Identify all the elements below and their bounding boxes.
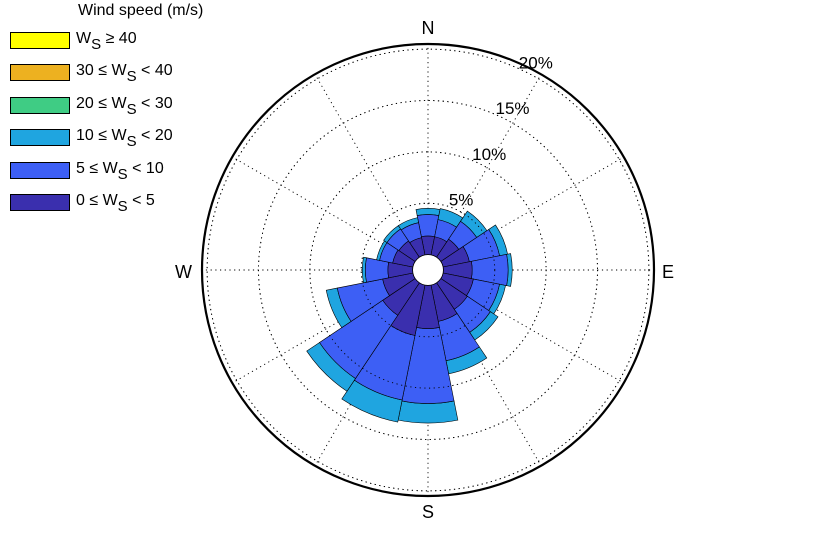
- legend-label: 5 ≤ WS < 10: [76, 159, 164, 183]
- legend-entry: 5 ≤ WS < 10: [10, 154, 173, 187]
- legend-entry: 30 ≤ WS < 40: [10, 57, 173, 90]
- direction-label-w: W: [175, 262, 192, 282]
- legend-swatch: [10, 194, 70, 212]
- legend-entry: 10 ≤ WS < 20: [10, 122, 173, 155]
- radial-tick-label: 10%: [472, 145, 506, 164]
- legend-swatch: [10, 64, 70, 82]
- outer-ring: [200, 42, 656, 498]
- direction-label-e: E: [662, 262, 674, 282]
- legend: Wind speed (m/s) WS ≥ 40 30 ≤ WS < 40 20 ≤…: [10, 2, 203, 220]
- legend-swatch: [10, 96, 70, 114]
- direction-label-n: N: [422, 18, 435, 38]
- ring-overlay: [206, 48, 650, 492]
- axis-labels: N E S W: [175, 18, 674, 522]
- ring-overlay: [360, 202, 496, 338]
- legend-title: Wind speed (m/s): [78, 2, 204, 19]
- legend-entry: 0 ≤ WS < 5: [10, 187, 173, 220]
- legend-label: WS ≥ 40: [76, 29, 137, 53]
- legend-swatch: [10, 129, 70, 147]
- ring-overlay: [258, 100, 598, 440]
- legend-swatch: [10, 161, 70, 179]
- radial-tick-labels: 5% 10% 15% 20%: [449, 53, 553, 209]
- legend-label: 30 ≤ WS < 40: [76, 62, 173, 86]
- direction-label-s: S: [422, 502, 434, 522]
- overlay-grid: [200, 42, 656, 498]
- legend-label: 20 ≤ WS < 30: [76, 94, 173, 118]
- sector-bin-2: [397, 400, 459, 424]
- legend-swatch: [10, 31, 70, 49]
- legend-label: 10 ≤ WS < 20: [76, 127, 173, 151]
- wind-sectors: [306, 208, 513, 424]
- legend-entry: WS ≥ 40: [10, 24, 173, 57]
- radial-tick-label: 20%: [519, 53, 553, 72]
- radial-tick-label: 15%: [495, 99, 529, 118]
- ring-overlay: [309, 151, 547, 389]
- radial-tick-label: 5%: [449, 191, 474, 210]
- legend-entry: 20 ≤ WS < 30: [10, 89, 173, 122]
- center-hole: [412, 254, 444, 286]
- legend-label: 0 ≤ WS < 5: [76, 192, 155, 216]
